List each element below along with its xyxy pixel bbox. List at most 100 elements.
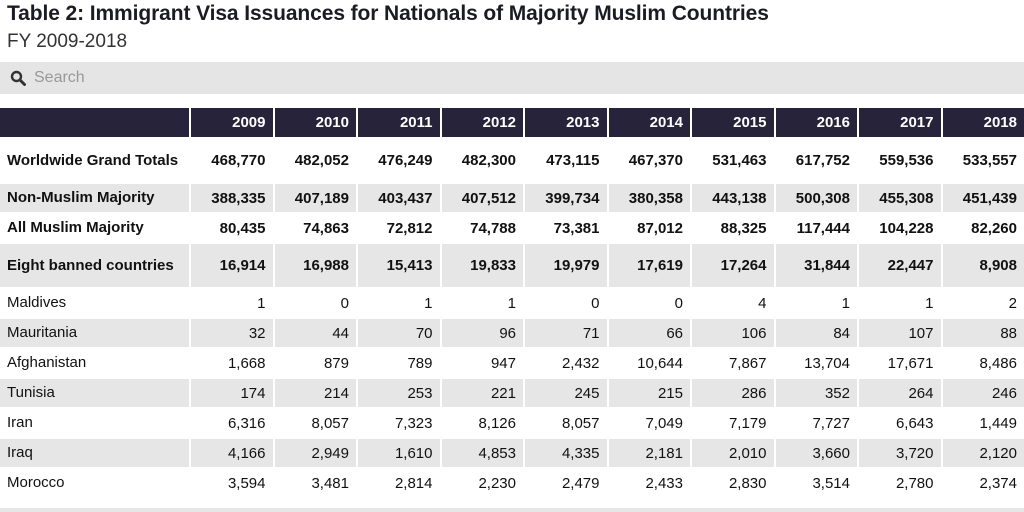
table-cell: 174 [191,379,273,407]
table-cell: 8,057 [311,414,349,432]
table-cell: 617,752 [795,152,850,169]
table-cell: 117,444 [796,219,850,237]
table-cell: 71 [525,319,607,347]
column-header-2016[interactable]: 2016 [775,108,857,137]
row-label: Eight banned countries [0,244,189,287]
table-row: Maldives 1 0 1 1 0 0 4 1 1 2 [0,289,1024,317]
column-header-blank[interactable] [0,108,189,137]
table-cell: 264 [859,379,941,407]
table-cell: 1 [424,294,433,312]
table-cell: 66 [608,319,690,347]
row-label: Mauritania [0,319,189,347]
table-cell: 96 [441,319,523,347]
table-cell: 2,830 [728,474,767,492]
table-cell: 2,181 [608,439,690,467]
table-cell: 380,358 [608,184,690,212]
table-cell: 352 [775,379,857,407]
table-cell: 407,189 [274,184,356,212]
table-cell: 3,514 [812,474,850,492]
table-cell: 80,435 [219,219,266,237]
column-header-2010[interactable]: 2010 [274,108,356,137]
table-cell: 6,643 [895,414,934,432]
table-cell: 106 [692,319,774,347]
column-header-2017[interactable]: 2017 [859,108,941,137]
table-row: Iraq 4,166 2,949 1,610 4,853 4,335 2,181 2,010 3… [0,439,1024,467]
column-header-2012[interactable]: 2012 [441,108,523,137]
table-cell: 214 [274,379,356,407]
table-cell: 4,853 [441,439,523,467]
table-cell: 70 [358,319,440,347]
table-row: Afghanistan 1,668 879 789 947 2,432 10,644 7,86… [0,349,1024,377]
table-cell: 7,867 [728,354,767,372]
table-cell: 32 [191,319,273,347]
page-subtitle: FY 2009-2018 [7,31,128,52]
table-cell: 2,814 [394,474,433,492]
table-cell: 2,374 [979,474,1017,492]
table-cell: 0 [674,294,683,312]
table-cell: 84 [775,319,857,347]
table-cell: 789 [407,354,433,372]
table-cell: 1 [257,294,266,312]
table-cell: 1 [925,294,934,312]
table-cell: 17,671 [887,354,934,372]
table-cell: 253 [358,379,440,407]
table-cell: 16,914 [191,244,273,287]
table-cell: 215 [608,379,690,407]
table-cell: 72,812 [386,219,433,237]
table-cell: 10,644 [637,354,683,372]
table-cell: 0 [591,294,600,312]
table-cell: 7,179 [728,414,767,432]
table-cell: 2,479 [561,474,600,492]
table-cell: 388,335 [191,184,273,212]
table-cell: 88 [942,319,1024,347]
table-row-partial [0,508,1024,512]
table-cell: 246 [942,379,1024,407]
table-cell: 879 [323,354,349,372]
table-cell: 82,260 [971,219,1017,237]
table-row: Morocco 3,594 3,481 2,814 2,230 2,479 2,433 2,8… [0,469,1024,497]
table-cell: 286 [692,379,774,407]
table-cell: 2,010 [692,439,774,467]
table-cell: 533,557 [962,152,1017,169]
table-cell: 467,370 [628,152,683,169]
table-cell: 399,734 [525,184,607,212]
row-label: Tunisia [0,379,189,407]
table-cell: 22,447 [859,244,941,287]
column-header-2015[interactable]: 2015 [692,108,774,137]
table-cell: 947 [490,354,516,372]
table-cell: 3,660 [775,439,857,467]
column-header-2013[interactable]: 2013 [525,108,607,137]
table-cell: 107 [859,319,941,347]
column-header-2014[interactable]: 2014 [608,108,690,137]
table-cell: 73,381 [553,219,600,237]
table-cell: 482,300 [461,152,516,169]
table-cell: 1 [507,294,516,312]
column-header-2018[interactable]: 2018 [942,108,1024,137]
search-input[interactable] [32,68,936,88]
row-label: Iran [7,414,33,431]
table-cell: 4,335 [525,439,607,467]
table-cell: 16,988 [274,244,356,287]
table-row: All Muslim Majority 80,435 74,863 72,812 74,… [0,214,1024,242]
row-label: All Muslim Majority [7,219,144,236]
column-header-2011[interactable]: 2011 [358,108,440,137]
table-cell: 17,264 [692,244,774,287]
table-cell: 6,316 [227,414,266,432]
table-cell: 17,619 [608,244,690,287]
search-bar [0,62,1024,94]
table-cell: 74,788 [470,219,516,237]
table-cell: 8,126 [478,414,516,432]
row-label: Maldives [7,294,67,311]
table-cell: 3,594 [227,474,266,492]
table-cell: 2 [1008,294,1017,312]
row-label: Iraq [0,439,189,467]
column-header-2009[interactable]: 2009 [191,108,273,137]
table-row: Tunisia 174 214 253 221 245 215 286 352 264 246 [0,379,1024,407]
row-label: Afghanistan [7,354,87,371]
table-cell: 531,463 [712,152,767,169]
table-cell: 15,413 [358,244,440,287]
table-cell: 2,949 [274,439,356,467]
table-cell: 1,610 [358,439,440,467]
table-cell: 0 [340,294,349,312]
table-cell: 1 [841,294,850,312]
